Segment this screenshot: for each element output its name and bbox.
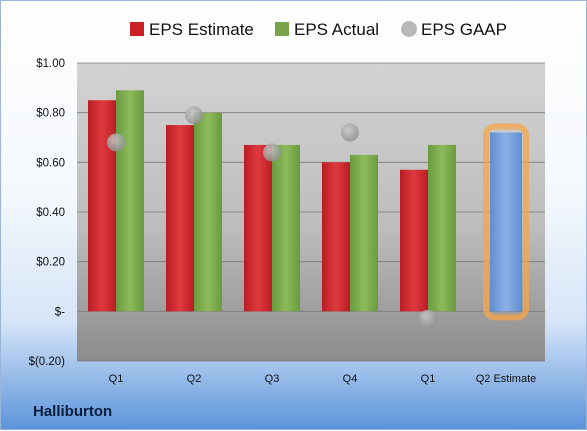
x-tick-label: Q2 <box>187 373 202 385</box>
marker-eps-gaap <box>419 309 437 328</box>
legend-swatch <box>275 22 289 36</box>
legend-swatch <box>130 22 144 36</box>
bar-eps-estimate <box>166 125 194 312</box>
legend-label: EPS Estimate <box>149 20 254 39</box>
bar-q2-estimate <box>490 132 522 312</box>
marker-eps-gaap <box>263 143 281 162</box>
y-tick-label: $0.20 <box>36 257 65 269</box>
bar-eps-actual <box>116 90 144 312</box>
bar-eps-estimate <box>400 169 428 312</box>
x-tick-label: Q3 <box>265 373 280 385</box>
legend-swatch <box>401 21 417 37</box>
bar-eps-actual <box>350 154 378 312</box>
bar-eps-actual <box>428 144 456 312</box>
legend-label: EPS GAAP <box>421 20 507 39</box>
y-tick-label: $1.00 <box>36 58 65 70</box>
bar-eps-actual <box>194 112 222 312</box>
bar-eps-actual <box>272 144 300 312</box>
highlight-glow <box>483 123 529 321</box>
company-name: Halliburton <box>33 403 113 420</box>
bar-eps-estimate <box>322 162 350 312</box>
y-tick-label: $- <box>55 306 65 318</box>
bar-eps-estimate <box>244 144 272 312</box>
x-tick-label: Q4 <box>343 373 358 385</box>
y-tick-label: $0.40 <box>36 207 65 219</box>
bar-eps-estimate <box>88 100 116 312</box>
legend-label: EPS Actual <box>294 20 379 39</box>
y-tick-label: $0.60 <box>36 157 65 169</box>
x-tick-label: Q2 Estimate <box>476 373 537 385</box>
marker-eps-gaap <box>341 123 359 142</box>
marker-eps-gaap <box>185 106 203 125</box>
x-tick-label: Q1 <box>109 373 124 385</box>
y-tick-label: $(0.20) <box>29 356 66 368</box>
x-tick-label: Q1 <box>421 373 436 385</box>
y-tick-label: $0.80 <box>36 108 65 120</box>
marker-eps-gaap <box>107 133 125 152</box>
